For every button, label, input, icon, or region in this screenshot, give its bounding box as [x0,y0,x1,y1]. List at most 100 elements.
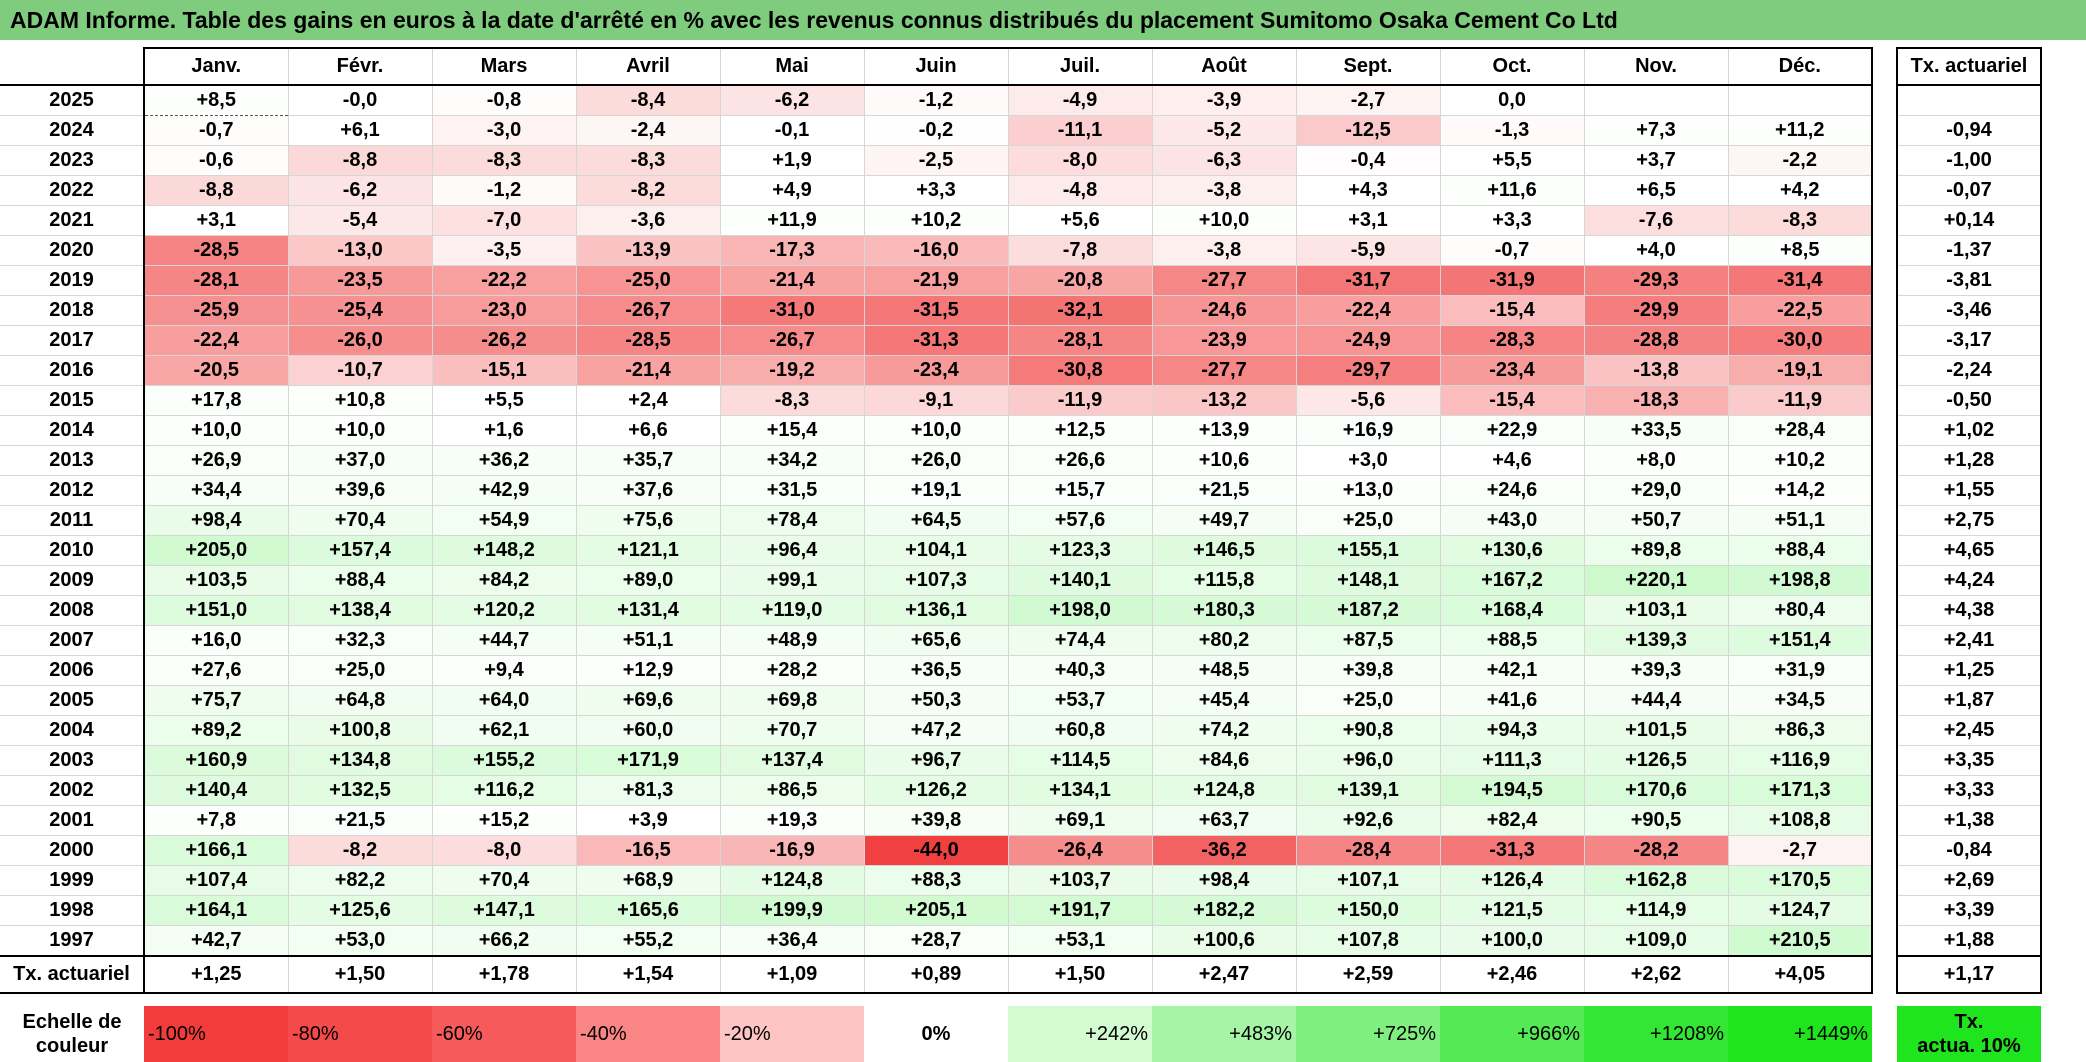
table-row: 2015 +17,8 +10,8 +5,5 +2,4 -8,3 -9,1 -11,9 -13,2… [0,385,2042,416]
gain-cell: +134,8 [287,745,432,776]
gain-cell: +199,9 [719,895,864,926]
gain-cell: -0,7 [1439,235,1584,266]
gain-cell: -25,0 [575,265,720,296]
gain-cell: +99,1 [719,565,864,596]
annual-rate-cell: +4,24 [1896,565,2042,596]
gain-cell: +88,3 [863,865,1008,896]
gain-cell: -13,0 [287,235,432,266]
gain-cell: +151,0 [143,595,288,626]
gain-cell: +45,4 [1151,685,1296,716]
year-label: 2014 [0,415,144,446]
table-row: 2025 +8,5 -0,0 -0,8 -8,4 -6,2 -1,2 -4,9 -3,9 -2,7… [0,84,2042,116]
gain-cell: +32,3 [287,625,432,656]
gain-cell: +82,4 [1439,805,1584,836]
gain-cell: +194,5 [1439,775,1584,806]
report-title: ADAM Informe. Table des gains en euros à… [0,0,2086,40]
gain-cell: +42,9 [431,475,576,506]
gain-cell: +15,2 [431,805,576,836]
gain-cell: +69,8 [719,685,864,716]
gain-cell: -10,7 [287,355,432,386]
gain-cell: +92,6 [1295,805,1440,836]
gain-cell: +19,1 [863,475,1008,506]
gain-cell: -29,9 [1583,295,1728,326]
gain-cell: -4,9 [1007,85,1152,116]
year-label: 2001 [0,805,144,836]
column-gap [1872,385,1897,416]
gain-cell: -28,8 [1583,325,1728,356]
gain-cell: -0,8 [431,85,576,116]
gain-cell: -26,7 [719,325,864,356]
gain-cell: -0,0 [287,85,432,116]
year-label: 2004 [0,715,144,746]
gain-cell: -13,2 [1151,385,1296,416]
table-row: 2016 -20,5 -10,7 -15,1 -21,4 -19,2 -23,4 -30,8-… [0,355,2042,386]
gain-cell: +107,4 [143,865,288,896]
gain-cell: -28,4 [1295,835,1440,866]
table-row: 2005 +75,7 +64,8 +64,0 +69,6 +69,8 +50,3 +53,7 +… [0,685,2042,716]
gain-cell: +28,4 [1727,415,1873,446]
gain-cell: -24,6 [1151,295,1296,326]
gain-cell: +25,0 [1295,685,1440,716]
gain-cell: +74,4 [1007,625,1152,656]
gain-cell: +11,6 [1439,175,1584,206]
gain-cell: +88,4 [287,565,432,596]
color-scale-row: Echelle de couleur -100% -80% -60% -40% -20% 0%… [0,1006,2041,1062]
gain-cell: +60,0 [575,715,720,746]
table-row: 2014 +10,0 +10,0 +1,6 +6,6 +15,4 +10,0 +12,5 +13… [0,415,2042,446]
gain-cell: +66,2 [431,925,576,957]
gains-table: Janv. Févr. Mars Avril Mai Juin Juil. Août Sept.… [0,47,2042,1062]
gain-cell: +4,0 [1583,235,1728,266]
scale-label-line1: Echelle de [22,1011,122,1033]
gain-cell: +81,3 [575,775,720,806]
gain-cell: +10,2 [1727,445,1873,476]
gain-cell: -26,0 [287,325,432,356]
annual-rate-cell: -2,24 [1896,355,2042,386]
annual-rate-cell: +1,02 [1896,415,2042,446]
gain-cell: +35,7 [575,445,720,476]
column-gap [1872,235,1897,266]
gain-cell: +69,1 [1007,805,1152,836]
year-label: 2012 [0,475,144,506]
gain-cell: +1,9 [719,145,864,176]
annual-rate-cell: -1,37 [1896,235,2042,266]
gain-cell: +137,4 [719,745,864,776]
gain-cell: +205,0 [143,535,288,566]
gain-cell: +78,4 [719,505,864,536]
gain-cell: +125,6 [287,895,432,926]
column-gap [1872,1006,1897,1062]
gain-cell: +11,2 [1727,115,1873,146]
gain-cell [1583,85,1728,116]
gain-cell: +5,5 [431,385,576,416]
gain-cell [1727,85,1873,116]
gain-cell: +64,5 [863,505,1008,536]
footer-label: Tx. actuariel [0,956,144,994]
gain-cell: +1,6 [431,415,576,446]
gain-cell: -5,6 [1295,385,1440,416]
gain-cell: -28,1 [143,265,288,296]
gain-cell: +44,7 [431,625,576,656]
column-gap [1872,685,1897,716]
annual-rate-cell [1896,85,2042,116]
annual-rate-cell: +4,65 [1896,535,2042,566]
gain-cell: +12,9 [575,655,720,686]
gain-cell: -21,4 [575,355,720,386]
gain-cell: +9,4 [431,655,576,686]
column-gap [1872,745,1897,776]
gain-cell: +171,9 [575,745,720,776]
gain-cell: -5,2 [1151,115,1296,146]
gain-cell: +3,9 [575,805,720,836]
month-header: Sept. [1296,47,1441,86]
gain-cell: -29,7 [1295,355,1440,386]
gain-cell: -8,3 [719,385,864,416]
gain-cell: +157,4 [287,535,432,566]
column-gap [1872,145,1897,176]
gain-cell: -22,5 [1727,295,1873,326]
annual-rate-cell: +2,75 [1896,505,2042,536]
color-scale-step: +1449% [1728,1006,1872,1062]
table-row: 2023 -0,6 -8,8 -8,3 -8,3 +1,9 -2,5 -8,0 -6,3 -0,4… [0,145,2042,176]
gain-cell: +16,0 [143,625,288,656]
footer-rate-row: Tx. actuariel +1,25 +1,50 +1,78 +1,54 +1,09 +0… [0,956,2042,994]
year-label: 2025 [0,85,144,116]
gain-cell: +74,2 [1151,715,1296,746]
gain-cell: +8,5 [143,84,289,116]
